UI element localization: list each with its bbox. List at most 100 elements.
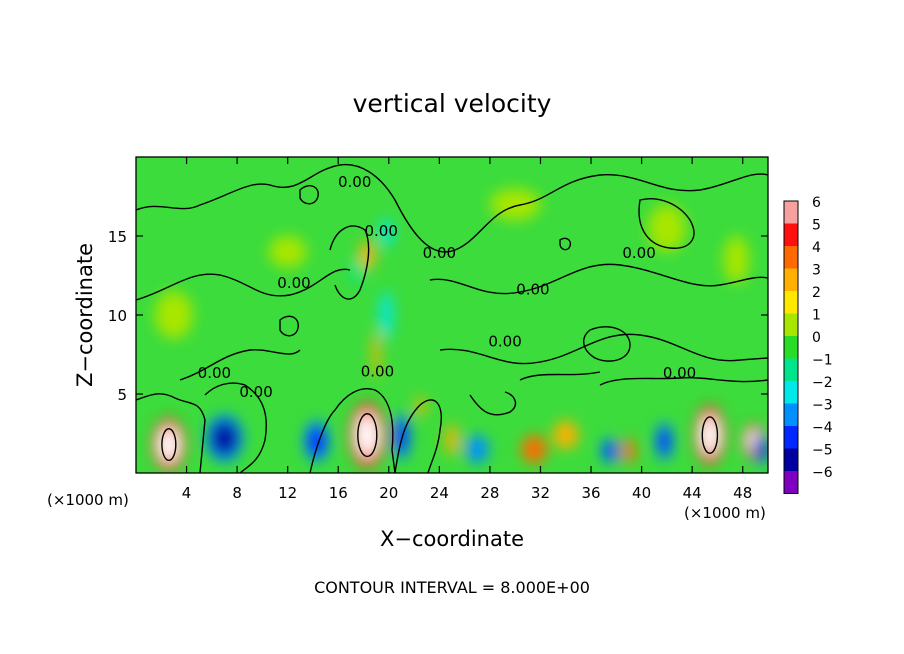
contour-line [519, 371, 601, 381]
contour-line [299, 185, 319, 205]
contour-line [599, 377, 768, 386]
heat-blob [304, 420, 330, 462]
contour-line [469, 391, 517, 416]
x-tick-label: 16 [329, 484, 348, 502]
contour-label: 0.00 [622, 244, 655, 262]
contour-line [638, 198, 695, 249]
colorbar-swatch [784, 381, 798, 404]
contour-line [429, 263, 768, 295]
heat-blob [154, 291, 193, 339]
x-tick-label: 32 [531, 484, 550, 502]
heat-blob [152, 418, 186, 471]
contour-core [161, 428, 177, 462]
colorbar-swatch [784, 336, 798, 359]
contour-label: 0.00 [338, 173, 371, 191]
heat-blob [359, 240, 375, 270]
heat-blob [445, 424, 459, 456]
y-tick-label: 5 [117, 386, 127, 404]
colorbar-tick-label: 2 [812, 285, 821, 301]
colorbar-tick-label: −4 [812, 420, 833, 436]
x-tick-label: 28 [480, 484, 499, 502]
contour-core [701, 416, 719, 454]
colorbar-tick-label: 0 [812, 330, 821, 346]
y-tick-label: 15 [108, 228, 127, 246]
y-tick-label: 10 [108, 307, 127, 325]
colorbar-swatch [784, 358, 798, 381]
x-unit-left: (×1000 m) [47, 491, 129, 509]
heat-blob [752, 433, 768, 466]
heat-blob [372, 330, 380, 379]
contour-line [309, 388, 396, 473]
x-tick-label: 8 [232, 484, 242, 502]
contour-label: 0.00 [198, 364, 231, 382]
colorbar-tick-label: 4 [812, 240, 821, 256]
contour-interval-note: CONTOUR INTERVAL = 8.000E+00 [314, 578, 590, 597]
heat-blob [392, 412, 411, 461]
y-axis-label: Z−coordinate [73, 243, 97, 387]
x-tick-label: 4 [182, 484, 192, 502]
colorbar-tick-label: 1 [812, 308, 821, 324]
contour-line [136, 163, 768, 253]
x-unit-right: (×1000 m) [684, 504, 766, 522]
colorbar: 6 5 4 3 2 1 0 −1 −2 −3 −4 −5 −6 [783, 195, 833, 494]
contour-line [329, 225, 370, 300]
colorbar-swatch [784, 223, 798, 246]
contour-core [357, 413, 378, 458]
heat-blob [723, 236, 750, 284]
heat-blob [601, 438, 619, 464]
colorbar-tick-label: −5 [812, 443, 833, 459]
heat-blob [268, 236, 307, 268]
contour-line [394, 399, 442, 473]
plot-area: 0.00 0.00 0.00 0.00 0.00 0.00 0.00 0.00 0.00 0.00… [136, 157, 768, 473]
colorbar-swatch [784, 291, 798, 314]
heat-blob [349, 402, 386, 468]
heat-blob [350, 258, 364, 284]
colorbar-swatch [784, 268, 798, 291]
heat-blob [205, 414, 244, 462]
contour-label: 0.00 [239, 383, 272, 401]
colorbar-tick-label: 3 [812, 263, 821, 279]
colorbar-swatch [784, 403, 798, 426]
colorbar-tick-label: −2 [812, 375, 833, 391]
contour-line [136, 268, 351, 301]
heat-blob [465, 435, 489, 464]
heat-blob [379, 218, 393, 248]
x-tick-label: 24 [430, 484, 449, 502]
x-tick-label: 36 [581, 484, 600, 502]
colorbar-tick-label: −3 [812, 398, 833, 414]
chart-title: vertical velocity [353, 89, 552, 118]
colorbar-swatch [784, 471, 798, 494]
contour-line [439, 333, 768, 365]
x-tick-label: 40 [632, 484, 651, 502]
contour-label: 0.00 [663, 364, 696, 382]
colorbar-frame [783, 200, 799, 494]
colorbar-tick-label: −1 [812, 353, 833, 369]
heat-blob [415, 397, 426, 417]
contour-label: 0.00 [516, 280, 549, 298]
contour-line [559, 237, 572, 251]
colorbar-tick-label: 6 [812, 195, 821, 211]
heat-blob [521, 435, 547, 464]
heat-blob [553, 420, 579, 450]
heat-blob [622, 438, 636, 464]
x-axis-label: X−coordinate [380, 527, 524, 551]
colorbar-tick-label: 5 [812, 218, 821, 234]
heat-blob [655, 422, 674, 461]
contour-label: 0.00 [277, 274, 310, 292]
colorbar-swatch [784, 246, 798, 269]
heat-blob [694, 405, 726, 465]
colorbar-swatch [784, 426, 798, 449]
heat-blob [647, 204, 686, 252]
contour-label: 0.00 [488, 333, 521, 351]
x-tick-label: 20 [379, 484, 398, 502]
contour-label: 0.00 [365, 222, 398, 240]
colorbar-swatch [784, 448, 798, 471]
contour-label: 0.00 [361, 363, 394, 381]
colorbar-swatch [784, 201, 798, 224]
contour-line [279, 315, 299, 337]
contour-label: 0.00 [423, 244, 456, 262]
x-tick-label: 12 [278, 484, 297, 502]
contour-line [583, 326, 631, 362]
contour-line [204, 382, 267, 473]
